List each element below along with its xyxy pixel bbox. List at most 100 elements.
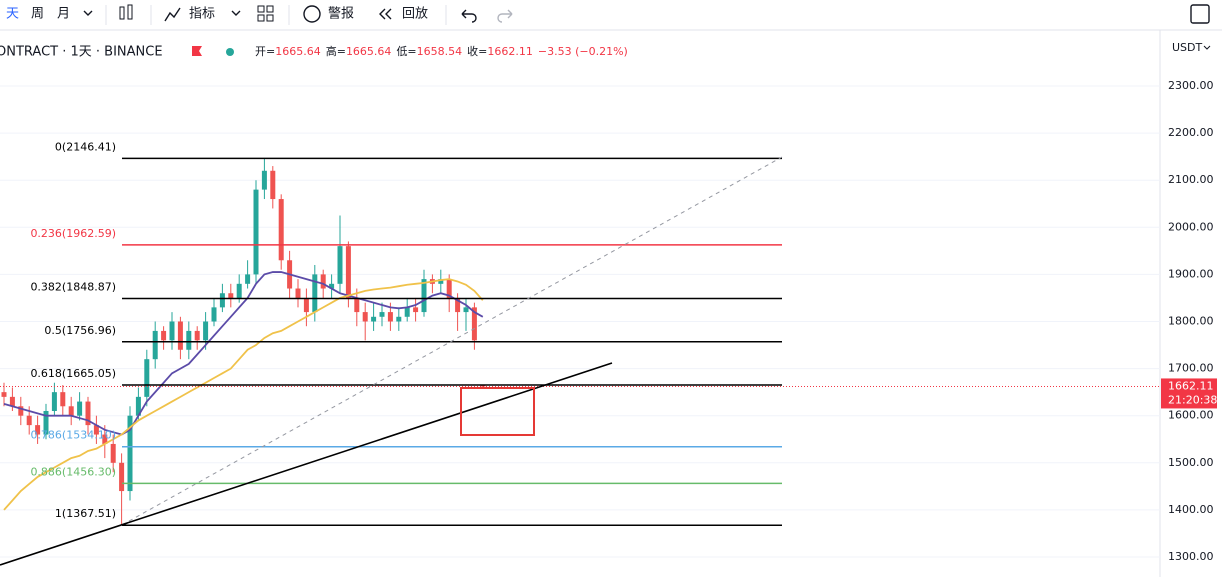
y-tick-label: 1500.00: [1168, 456, 1214, 469]
alert-button[interactable]: 警报: [328, 6, 354, 22]
indicators-button[interactable]: 指标: [189, 7, 215, 22]
highlight-box[interactable]: [460, 387, 535, 436]
flag-icon[interactable]: [192, 46, 202, 56]
currency-dropdown[interactable]: [1203, 45, 1211, 50]
replay-button[interactable]: 回放: [402, 7, 428, 22]
y-tick-label: 2300.00: [1168, 79, 1214, 92]
candle-body: [337, 246, 343, 284]
countdown-label: 21:20:38: [1168, 393, 1217, 406]
candle-body: [404, 307, 410, 317]
candle-body: [236, 283, 242, 298]
candle-body: [253, 189, 259, 275]
price-axis: 2300.00 2200.00 2100.00 2000.00 1900.00 1800.…: [1161, 79, 1217, 563]
candle-body: [270, 170, 276, 200]
candle-body: [471, 307, 477, 341]
fib-label: 1(1367.51): [55, 507, 116, 520]
fib-label: 0.886(1456.30): [30, 465, 116, 478]
plot-area: 0(2146.41) 0.236(1962.59) 0.382(1848.87) 0.…: [0, 85, 1160, 558]
interval-week[interactable]: 周: [31, 7, 44, 22]
fib-label: 0.382(1848.87): [30, 280, 116, 293]
undo-button[interactable]: [461, 9, 477, 23]
candle-body: [387, 312, 393, 322]
fib-label: 0.786(1534.10): [30, 429, 116, 442]
candle-body: [152, 330, 158, 360]
layout-button[interactable]: [257, 5, 274, 22]
candle-body: [68, 406, 74, 416]
candle-body: [211, 307, 217, 322]
legend-value: 1665.64: [275, 45, 321, 58]
legend-value: 1662.11: [487, 45, 533, 58]
candle-body: [438, 279, 444, 284]
legend-label: 开=: [255, 45, 275, 58]
interval-month[interactable]: 月: [57, 7, 70, 22]
candle-body: [110, 443, 116, 463]
y-tick-label: 1700.00: [1168, 362, 1214, 375]
candle-body: [278, 199, 284, 261]
interval-day[interactable]: 天: [6, 7, 19, 22]
candle-body: [421, 279, 427, 313]
y-tick-label: 1800.00: [1168, 315, 1214, 328]
candle-body: [177, 321, 183, 350]
y-tick-label: 1900.00: [1168, 267, 1214, 280]
candle-body: [85, 401, 91, 426]
legend-label: 收=: [467, 44, 487, 58]
fullscreen-button[interactable]: [1190, 4, 1210, 24]
candle-body: [345, 246, 351, 298]
candle-body: [60, 392, 66, 407]
candle-body: [194, 330, 200, 341]
toolbar: 天 周 月 指标 警报 回放: [0, 4, 1222, 31]
indicator-dropdown[interactable]: [231, 10, 241, 16]
fib-trend-line[interactable]: [121, 156, 783, 526]
legend-value: 1665.64: [346, 45, 392, 58]
candle-body: [135, 396, 141, 416]
candle-body: [455, 297, 461, 313]
candle-body: [396, 316, 402, 322]
currency-selector[interactable]: USDT: [1172, 41, 1203, 54]
moving-average: [3, 278, 484, 511]
legend-label: 高=: [326, 44, 346, 58]
y-tick-label: 1400.00: [1168, 503, 1214, 516]
legend-label: 低=: [396, 45, 416, 58]
fib-label: 0(2146.41): [55, 140, 116, 153]
moving-average: [3, 271, 484, 436]
legend-change: −3.53 (−0.21%): [538, 45, 628, 58]
ohlc-legend: 开= 1665.64 高= 1665.64 低= 1658.54 收= 1662.11 −3.5…: [255, 44, 628, 58]
legend-value: 1658.54: [417, 45, 463, 58]
symbol-title: ONTRACT · 1天 · BINANCE: [0, 45, 163, 60]
candle-body: [77, 401, 83, 416]
y-tick-label: 2000.00: [1168, 220, 1214, 233]
fib-label: 0.236(1962.59): [30, 227, 116, 240]
alert-icon[interactable]: [303, 5, 321, 23]
candle-body: [354, 297, 360, 313]
candle-body: [51, 392, 57, 411]
interval-dropdown[interactable]: [83, 10, 93, 16]
candle-body: [1, 392, 7, 397]
candle-body: [320, 274, 326, 289]
fib-label: 0.5(1756.96): [44, 324, 116, 337]
y-tick-label: 2100.00: [1168, 173, 1214, 186]
chart-type-button[interactable]: [119, 4, 133, 20]
candle-body: [186, 330, 192, 350]
candle-body: [463, 307, 469, 313]
trend-line[interactable]: [0, 362, 613, 566]
last-price-label: 1662.11: [1168, 379, 1214, 392]
candle-body: [161, 330, 167, 341]
candle-body: [43, 410, 49, 435]
candle-body: [144, 359, 150, 397]
candle-body: [102, 434, 108, 444]
candle-body: [219, 293, 225, 308]
redo-button[interactable]: [497, 9, 513, 23]
candle-body: [169, 321, 175, 341]
y-tick-label: 2200.00: [1168, 126, 1214, 139]
candle-body: [18, 406, 24, 416]
market-status: [226, 48, 234, 56]
candle-body: [119, 462, 125, 492]
candle-body: [228, 293, 234, 298]
indicator-icon[interactable]: [164, 7, 181, 22]
candle-body: [203, 321, 209, 341]
candle-body: [312, 274, 318, 313]
replay-icon[interactable]: [379, 8, 392, 20]
